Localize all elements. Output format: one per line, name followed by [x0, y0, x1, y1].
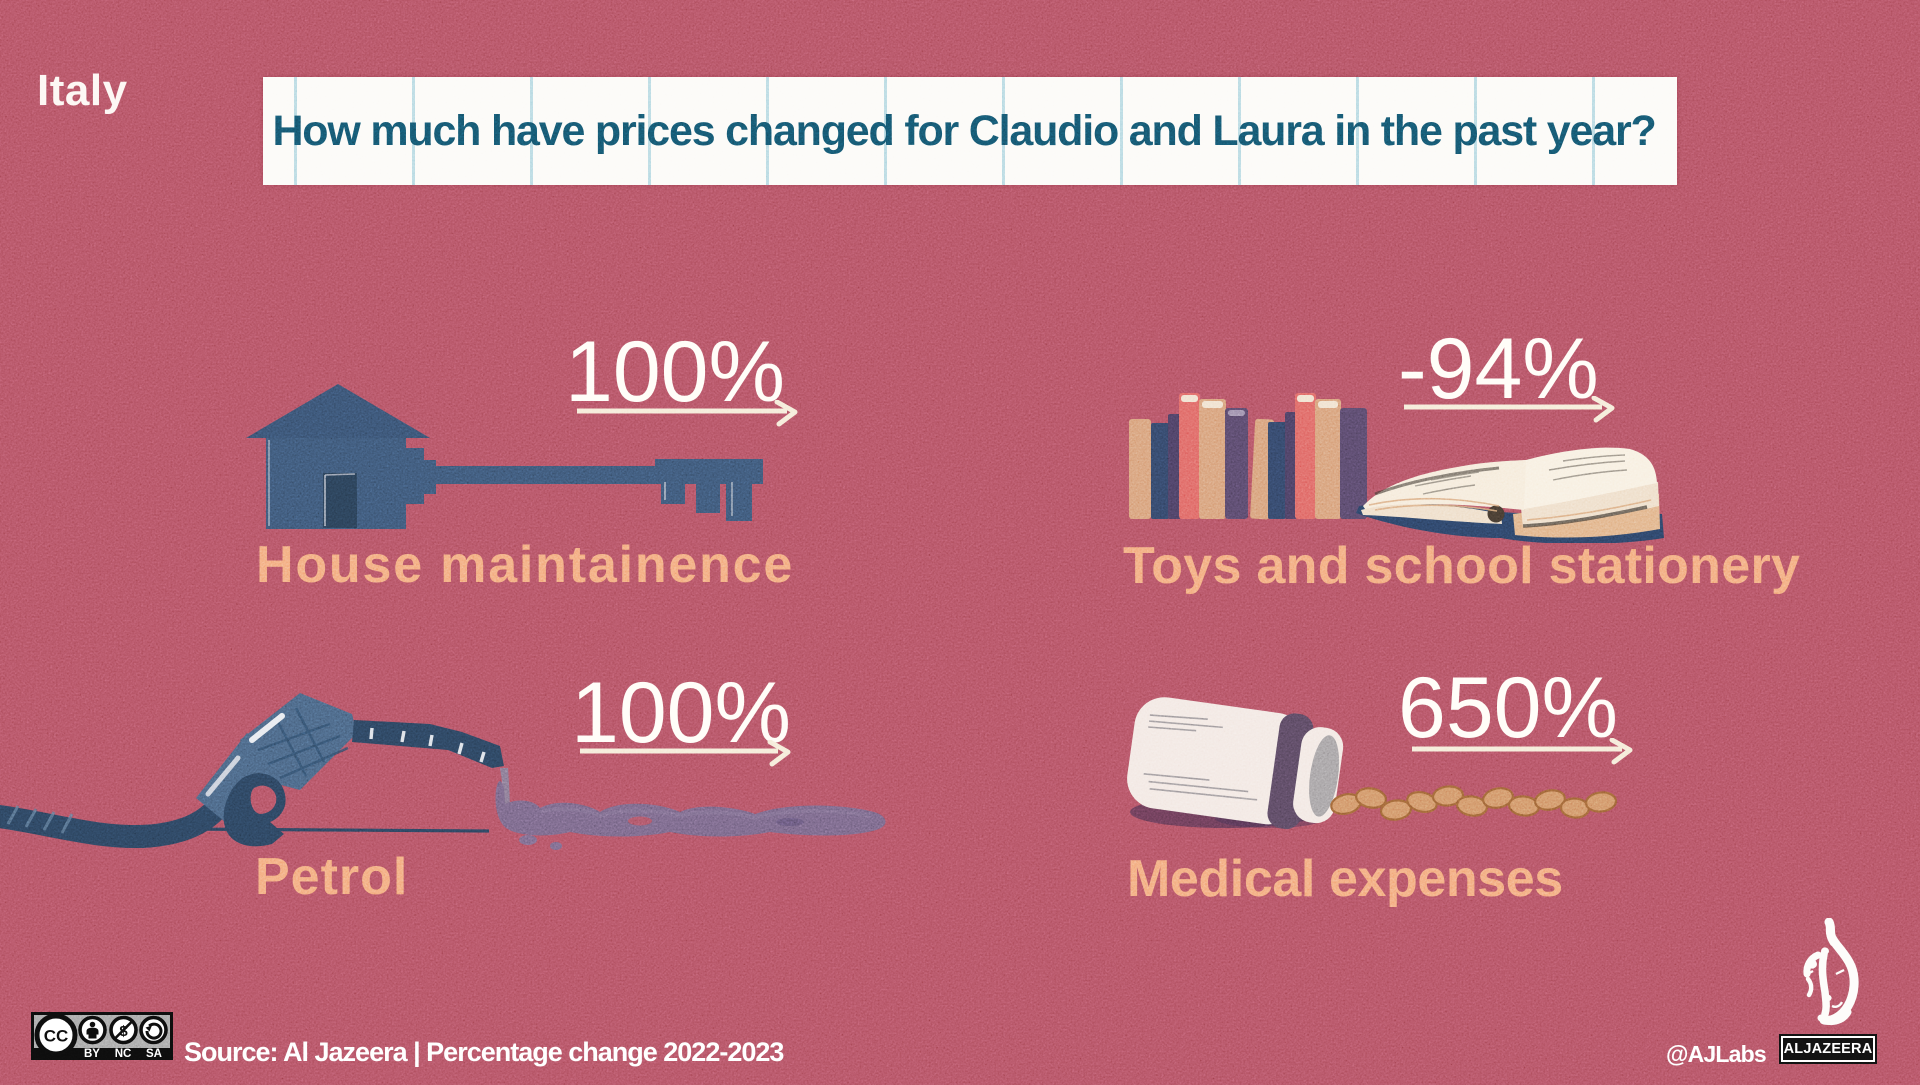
svg-text:CC: CC — [44, 1027, 69, 1046]
svg-text:BY: BY — [84, 1048, 100, 1060]
svg-text:SA: SA — [146, 1048, 162, 1060]
svg-text:NC: NC — [115, 1048, 132, 1060]
